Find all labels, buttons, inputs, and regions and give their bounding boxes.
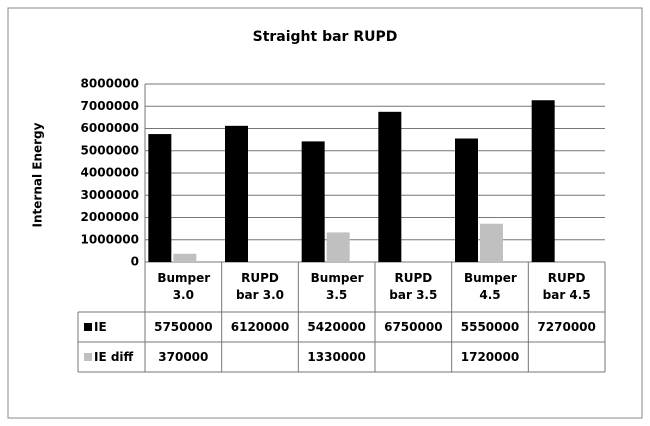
table-value: 1330000 bbox=[298, 342, 375, 372]
bar bbox=[301, 141, 325, 262]
table-value: 6750000 bbox=[375, 312, 452, 342]
bar bbox=[173, 253, 197, 262]
y-tick-label: 4000000 bbox=[81, 166, 139, 180]
table-value-text: 6750000 bbox=[384, 320, 443, 334]
category-label: Bumper 3.5 bbox=[298, 262, 375, 312]
table-value: 5550000 bbox=[452, 312, 529, 342]
y-tick-label: 6000000 bbox=[81, 121, 139, 135]
category-label-text: Bumper 3.0 bbox=[157, 271, 211, 302]
category-label-text: RUPD bar 3.5 bbox=[389, 271, 438, 302]
category-label: RUPD bar 4.5 bbox=[528, 262, 605, 312]
bar bbox=[455, 138, 478, 262]
table-value-text: 5750000 bbox=[154, 320, 213, 334]
table-value-text: 1330000 bbox=[307, 350, 366, 364]
table-value-text: 5550000 bbox=[460, 320, 520, 334]
bar bbox=[326, 232, 350, 262]
y-axis-label: Internal Energy bbox=[31, 122, 45, 227]
category-label: Bumper 3.0 bbox=[145, 262, 222, 312]
y-tick-label: 0 bbox=[131, 255, 139, 269]
legend-label: IE diff bbox=[94, 342, 143, 372]
table-value: 1720000 bbox=[452, 342, 529, 372]
table-value-text: 6120000 bbox=[230, 320, 290, 334]
table-value: 370000 bbox=[145, 342, 222, 372]
category-label: RUPD bar 3.0 bbox=[222, 262, 299, 312]
table-value: 5750000 bbox=[145, 312, 222, 342]
bar bbox=[225, 125, 248, 262]
category-label: Bumper 4.5 bbox=[452, 262, 529, 312]
table-value: 5420000 bbox=[298, 312, 375, 342]
category-label-text: Bumper 3.5 bbox=[310, 271, 364, 302]
y-tick-label: 8000000 bbox=[81, 77, 139, 91]
chart-title: Straight bar RUPD bbox=[253, 29, 398, 45]
category-label-text: RUPD bar 3.0 bbox=[235, 271, 284, 302]
bar bbox=[148, 134, 172, 262]
category-label-text: RUPD bar 4.5 bbox=[542, 271, 591, 302]
y-tick-label: 2000000 bbox=[81, 210, 139, 224]
legend-key bbox=[84, 323, 92, 331]
bar bbox=[480, 223, 503, 262]
category-label: RUPD bar 3.5 bbox=[375, 262, 452, 312]
legend-label-text: IE diff bbox=[94, 350, 134, 364]
bar bbox=[378, 111, 402, 262]
table-value-text: 5420000 bbox=[307, 320, 366, 334]
legend-label: IE bbox=[94, 312, 143, 342]
legend-key bbox=[84, 353, 92, 361]
table-value-text: 370000 bbox=[158, 350, 209, 364]
y-tick-label: 7000000 bbox=[81, 99, 139, 113]
y-tick-label: 1000000 bbox=[81, 232, 139, 246]
y-tick-label: 5000000 bbox=[81, 143, 139, 157]
table-value-text: 1720000 bbox=[460, 350, 520, 364]
category-label-text: Bumper 4.5 bbox=[463, 271, 517, 302]
table-value-text: 7270000 bbox=[537, 320, 596, 334]
y-tick-label: 3000000 bbox=[81, 188, 139, 202]
legend-label-text: IE bbox=[94, 320, 107, 334]
bar bbox=[531, 100, 555, 263]
table-value: 7270000 bbox=[528, 312, 605, 342]
table-value: 6120000 bbox=[222, 312, 299, 342]
